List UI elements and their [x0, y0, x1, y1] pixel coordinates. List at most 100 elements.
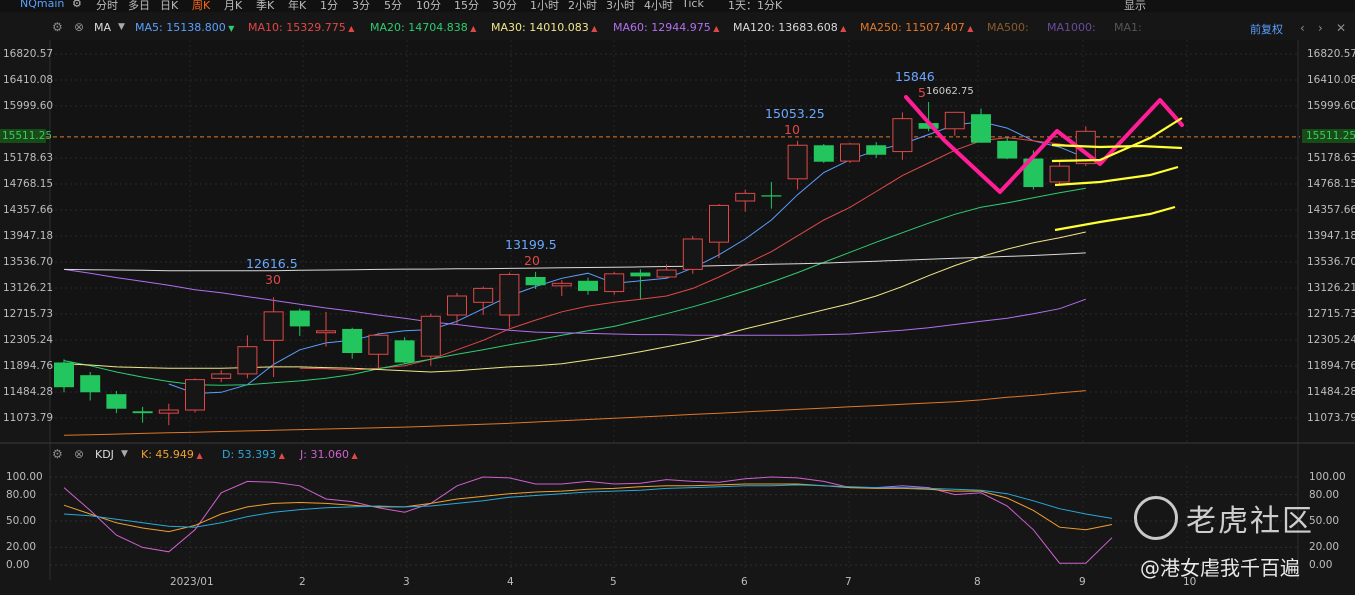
price-tick: 15178.63 — [1307, 152, 1355, 164]
candle-body — [656, 269, 677, 278]
period-tab-4[interactable]: 月K — [224, 0, 243, 12]
candle-body — [1049, 165, 1070, 183]
period-tab-8[interactable]: 3分 — [352, 0, 370, 12]
kdj-label: K: — [141, 448, 152, 461]
adjust-button[interactable]: 前复权 — [1250, 23, 1283, 36]
kdj-item-2[interactable]: J: 31.060 ▲ — [300, 448, 358, 461]
ma-line-ma250 — [63, 390, 1086, 436]
candle — [604, 271, 625, 295]
annotation-count: 20 — [524, 253, 540, 268]
kdj-tick: 0.00 — [1309, 559, 1333, 571]
current-price-tag-left: 15511.25 — [0, 129, 53, 143]
gear-icon[interactable]: ⚙ — [52, 447, 63, 461]
price-tick: 12305.24 — [3, 334, 54, 346]
candle — [682, 235, 703, 274]
ma-item-7[interactable]: MA500: — [987, 21, 1029, 34]
candle-body — [918, 123, 939, 129]
chevron-left-icon[interactable]: ‹ — [1300, 21, 1305, 35]
candle — [185, 378, 205, 413]
candle — [918, 102, 939, 132]
ma-label: MA30: — [491, 21, 526, 34]
ma-item-6[interactable]: MA250: 11507.407 ▲ — [860, 21, 973, 34]
candle — [997, 137, 1018, 160]
period-tab-16[interactable]: 4小时 — [644, 0, 673, 12]
close-icon[interactable]: ✕ — [1336, 21, 1347, 35]
candle-body — [394, 340, 415, 363]
period-tab-12[interactable]: 30分 — [492, 0, 517, 12]
period-tab-15[interactable]: 3小时 — [606, 0, 635, 12]
period-tab-7[interactable]: 1分 — [320, 0, 338, 12]
ma-item-8[interactable]: MA1000: — [1047, 21, 1096, 34]
indicator-name[interactable]: MA — [94, 21, 112, 34]
ma-item-9[interactable]: MA1: — [1114, 21, 1142, 34]
display-menu[interactable]: 显示 — [1124, 0, 1146, 12]
candle-body — [525, 276, 546, 286]
ma-item-4[interactable]: MA60: 12944.975 ▲ — [613, 21, 719, 34]
candle — [866, 142, 887, 158]
time-tick: 10 — [1183, 576, 1197, 588]
period-tab-9[interactable]: 5分 — [384, 0, 402, 12]
price-tick: 16820.57 — [1307, 48, 1355, 60]
price-axis-right: 16820.57 16410.08 15999.60 15178.63 14768.15… — [1305, 0, 1355, 445]
price-tick: 11484.28 — [3, 385, 54, 398]
kdj-item-1[interactable]: D: 53.393 ▲ — [222, 448, 285, 461]
gear-icon[interactable]: ⚙ — [72, 0, 82, 10]
ma-item-0[interactable]: MA5: 15138.800 ▼ — [135, 21, 234, 34]
ma-value: 13683.608 — [774, 21, 838, 34]
candle-body — [840, 143, 860, 162]
chevron-down-icon[interactable]: ▼ — [121, 449, 128, 459]
kdj-value: 53.393 — [234, 448, 277, 461]
candle — [1049, 160, 1070, 186]
kdj-indicator-bar: ⚙ ⊗ KDJ ▼ K: 45.949 ▲ D: 53.393 ▲ J: 31.06… — [0, 446, 1355, 464]
kdj-tick: 50.00 — [6, 515, 37, 527]
ma-item-3[interactable]: MA30: 14010.083 ▲ — [491, 21, 597, 34]
price-tick: 11073.79 — [1307, 412, 1355, 424]
annotation-count: 10 — [784, 122, 800, 137]
period-tab-1[interactable]: 多日 — [128, 0, 150, 12]
period-tab-2[interactable]: 日K — [160, 0, 179, 12]
period-tab-3[interactable]: 周K — [192, 0, 211, 12]
kdj-name[interactable]: KDJ — [95, 448, 114, 461]
candle — [971, 108, 991, 143]
ma-value: 15138.800 — [162, 21, 226, 34]
period-tab-14[interactable]: 2小时 — [568, 0, 597, 12]
period-tab-17[interactable]: Tick — [682, 0, 704, 10]
candle-body — [342, 328, 363, 354]
period-tab-11[interactable]: 15分 — [454, 0, 479, 12]
close-icon[interactable]: ⊗ — [74, 20, 85, 34]
candle-body — [185, 379, 205, 411]
chevron-down-icon[interactable]: ▼ — [118, 22, 125, 32]
period-tab-0[interactable]: 分时 — [96, 0, 118, 12]
arrow-up-icon: ▲ — [193, 451, 203, 460]
range-selector[interactable]: 1天：1分K — [728, 0, 783, 12]
arrow-down-icon: ▼ — [225, 24, 235, 33]
kdj-value: 31.060 — [306, 448, 349, 461]
period-tab-10[interactable]: 10分 — [416, 0, 441, 12]
gear-icon[interactable]: ⚙ — [52, 20, 63, 34]
chevron-right-icon[interactable]: › — [1318, 21, 1323, 35]
ma-item-5[interactable]: MA120: 13683.608 ▲ — [733, 21, 846, 34]
candle-body — [473, 287, 494, 303]
period-tab-6[interactable]: 年K — [288, 0, 307, 12]
candle — [54, 359, 74, 393]
close-icon[interactable]: ⊗ — [74, 447, 85, 461]
price-tick: 11894.76 — [3, 359, 54, 372]
candle-body — [54, 362, 74, 388]
candle-body — [787, 144, 808, 180]
candle-body — [971, 114, 991, 143]
ma-item-1[interactable]: MA10: 15329.775 ▲ — [248, 21, 354, 34]
kdj-item-0[interactable]: K: 45.949 ▲ — [141, 448, 203, 461]
time-tick: 2 — [299, 576, 306, 588]
period-tab-13[interactable]: 1小时 — [530, 0, 559, 12]
candle-body — [551, 282, 572, 287]
ma-label: MA5: — [135, 21, 163, 34]
period-tab-5[interactable]: 季K — [256, 0, 275, 12]
candle-body — [892, 118, 913, 153]
time-tick: 4 — [507, 576, 514, 588]
ma-item-2[interactable]: MA20: 14704.838 ▲ — [370, 21, 476, 34]
time-tick: 5 — [610, 576, 617, 588]
candle-body — [578, 280, 598, 291]
annotation-price: 15053.25 — [765, 106, 825, 121]
symbol-label[interactable]: NQmain — [20, 0, 65, 10]
